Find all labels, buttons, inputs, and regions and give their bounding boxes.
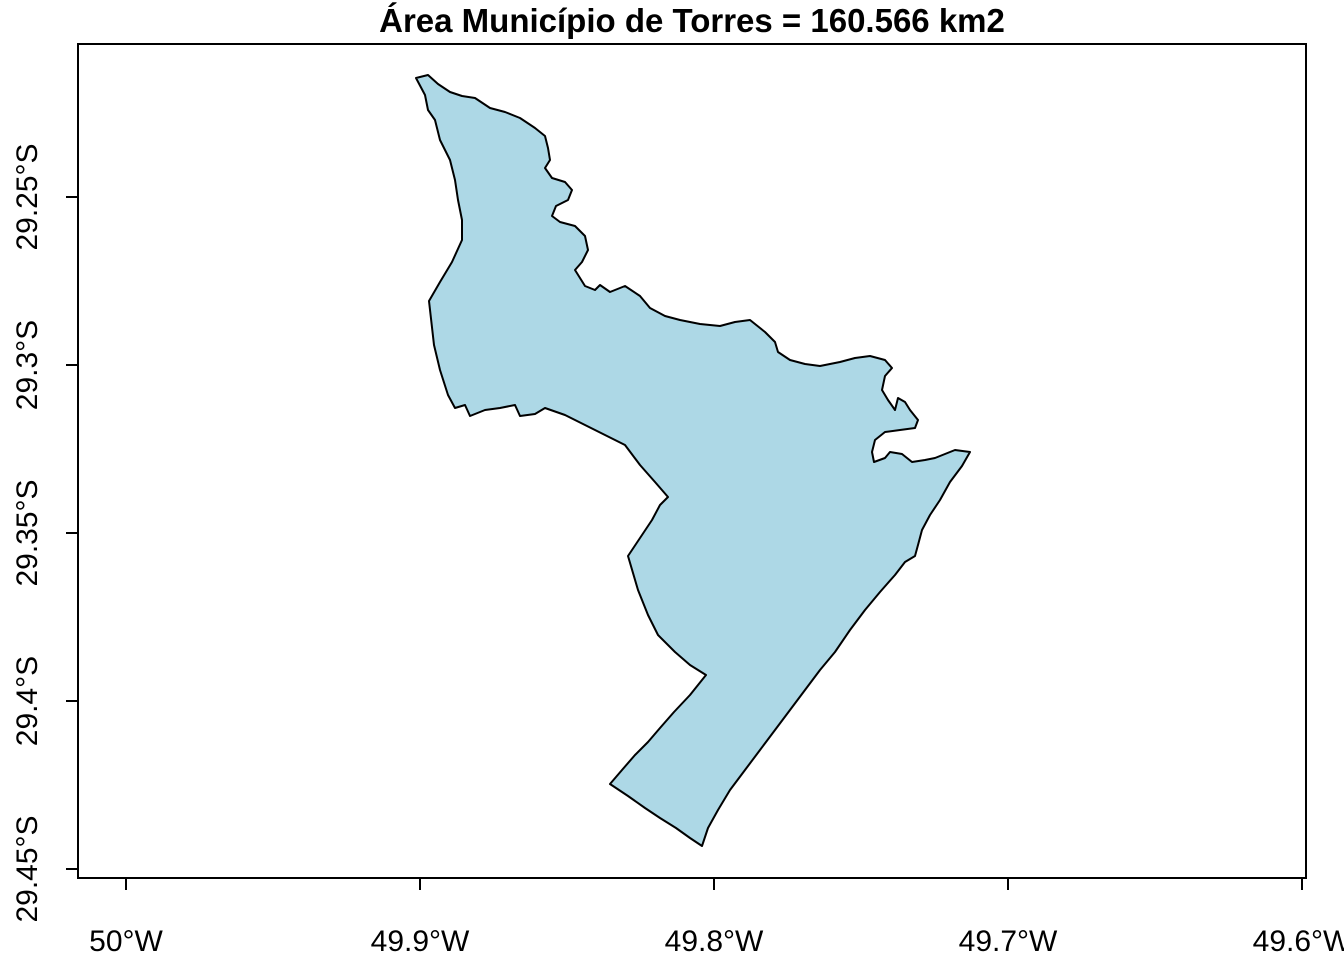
y-tick-label: 29.35°S [11,479,44,586]
x-tick-label: 49.7°W [959,925,1058,958]
map-title: Área Município de Torres = 160.566 km2 [379,2,1005,39]
x-tick-label: 49.8°W [665,925,764,958]
y-tick-label: 29.45°S [11,815,44,922]
y-tick-label: 29.25°S [11,143,44,250]
x-tick-label: 50°W [89,925,163,958]
y-tick-label: 29.4°S [11,656,44,746]
y-tick-label: 29.3°S [11,320,44,410]
x-tick-label: 49.6°W [1253,925,1344,958]
municipality-polygon [415,74,971,847]
x-tick-label: 49.9°W [371,925,470,958]
